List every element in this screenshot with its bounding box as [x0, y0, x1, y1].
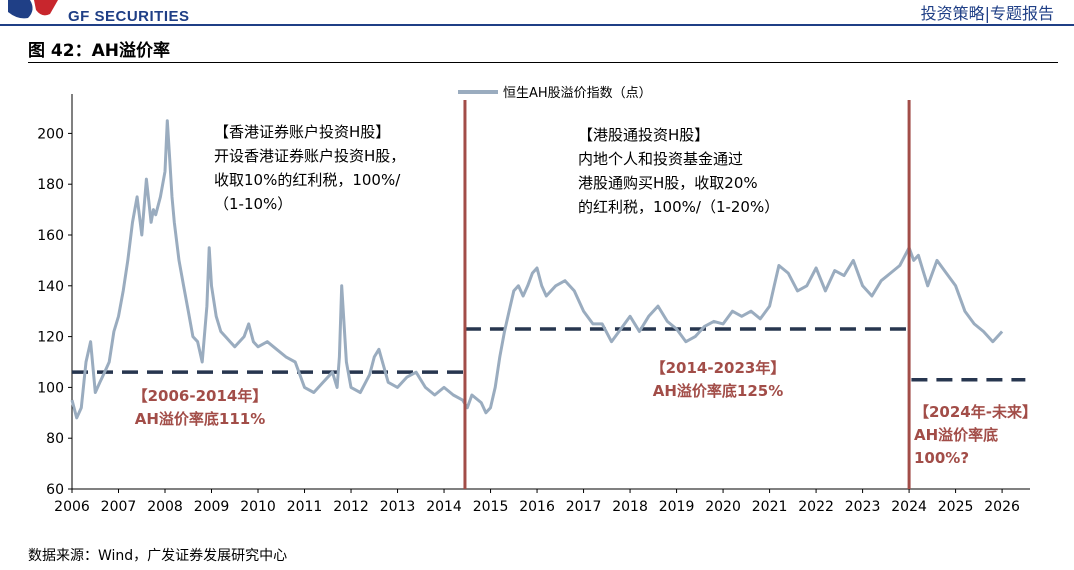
y-tick-label: 120: [37, 330, 64, 346]
x-tick-label: 2012: [333, 499, 369, 515]
report-type: 投资策略|专题报告: [920, 4, 1054, 23]
x-tick-label: 2011: [287, 499, 323, 515]
x-tick-label: 2026: [984, 499, 1020, 515]
x-tick-label: 2013: [380, 499, 416, 515]
x-tick-label: 2016: [519, 499, 555, 515]
y-tick-label: 140: [37, 279, 64, 295]
floor-label-2024-future: 【2024年-未来】: [914, 403, 1037, 421]
ah-premium-index-line: [70, 119, 1004, 420]
title-divider: [28, 62, 1058, 63]
x-tick-label: 2019: [659, 499, 695, 515]
annotation-hk-account: 开设香港证券账户投资H股，: [214, 147, 405, 165]
floor-label-2006-2014: 【2006-2014年】: [133, 387, 268, 405]
y-tick-label: 160: [37, 228, 64, 244]
x-tick-label: 2006: [54, 499, 90, 515]
x-tick-label: 2010: [240, 499, 276, 515]
annotation-stock-connect: 内地个人和投资基金通过: [578, 150, 743, 168]
annotation-stock-connect: 港股通购买H股，收取20%: [578, 174, 758, 192]
x-tick-label: 2014: [426, 499, 462, 515]
source-note: 数据来源：Wind，广发证券发展研究中心: [28, 548, 288, 564]
y-tick-label: 180: [37, 177, 64, 193]
legend-label: 恒生AH股溢价指数（点）: [503, 86, 652, 101]
x-tick-label: 2009: [194, 499, 230, 515]
x-tick-label: 2023: [845, 499, 881, 515]
brand-name: GF SECURITIES: [68, 8, 190, 25]
y-tick-label: 80: [46, 431, 64, 447]
floor-label-2006-2014: AH溢价率底111%: [135, 410, 266, 428]
annotation-hk-account: （1-10%）: [214, 195, 292, 213]
figure-title: 图 42：AH溢价率: [28, 41, 170, 61]
y-tick-label: 200: [37, 126, 64, 142]
y-tick-label: 60: [46, 482, 64, 498]
annotation-hk-account: 【香港证券账户投资H股】: [214, 123, 390, 141]
x-tick-label: 2020: [705, 499, 741, 515]
x-tick-label: 2025: [938, 499, 974, 515]
x-tick-label: 2018: [612, 499, 648, 515]
x-tick-label: 2015: [473, 499, 509, 515]
annotation-hk-account: 收取10%的红利税，100%/: [214, 171, 401, 189]
x-tick-label: 2017: [566, 499, 602, 515]
floor-label-2024-future: 100%?: [914, 449, 969, 467]
floor-label-2014-2023: AH溢价率底125%: [653, 382, 784, 400]
floor-label-2014-2023: 【2014-2023年】: [651, 359, 786, 377]
report-header: GF SECURITIES 投资策略|专题报告: [0, 0, 1074, 34]
floor-label-2024-future: AH溢价率底: [914, 426, 998, 444]
x-tick-label: 2021: [752, 499, 788, 515]
y-tick-label: 100: [37, 380, 64, 396]
x-tick-label: 2022: [798, 499, 834, 515]
header-divider: [0, 24, 1074, 26]
annotation-stock-connect: 【港股通投资H股】: [578, 126, 709, 144]
x-tick-label: 2008: [147, 499, 183, 515]
x-tick-label: 2007: [101, 499, 137, 515]
x-tick-label: 2024: [891, 499, 927, 515]
annotation-stock-connect: 的红利税，100%/（1-20%）: [578, 198, 779, 216]
gf-logo-icon: [8, 0, 58, 19]
